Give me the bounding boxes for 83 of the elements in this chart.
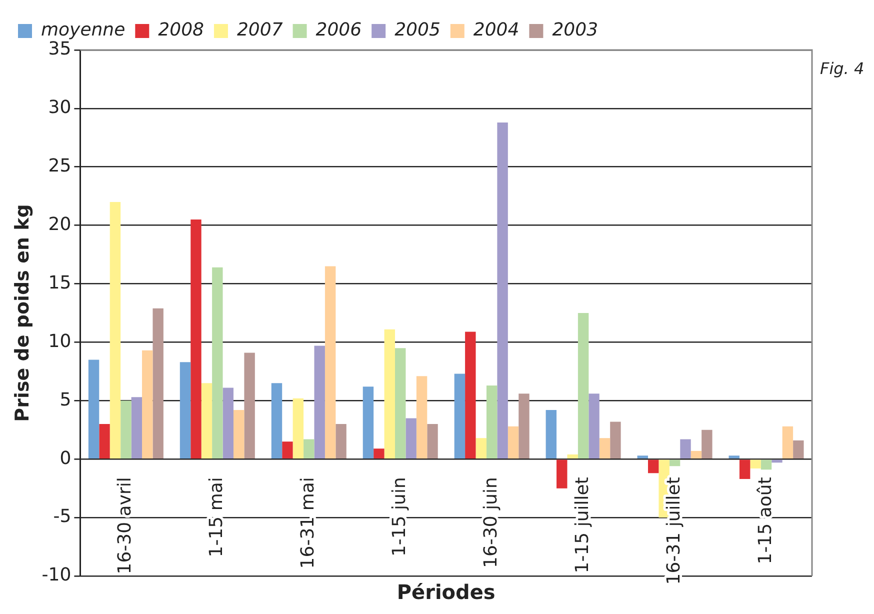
bar bbox=[336, 424, 346, 458]
bar bbox=[637, 456, 648, 458]
legend-label: 2006 bbox=[316, 20, 362, 41]
bar bbox=[760, 460, 772, 470]
bar bbox=[222, 388, 234, 458]
bar bbox=[546, 410, 557, 458]
bar bbox=[782, 426, 794, 458]
bar bbox=[728, 456, 740, 458]
bar bbox=[497, 122, 508, 458]
bar bbox=[588, 394, 600, 458]
bar bbox=[201, 383, 212, 458]
bar bbox=[599, 438, 610, 458]
x-tick-label: 1-15 mai bbox=[206, 477, 228, 558]
bar bbox=[680, 439, 691, 458]
bar bbox=[454, 374, 466, 458]
bar bbox=[476, 438, 486, 458]
y-tick-label: 20 bbox=[48, 214, 72, 236]
bar bbox=[131, 397, 142, 458]
bar bbox=[395, 348, 406, 458]
y-tick-label: 25 bbox=[48, 156, 72, 177]
bar bbox=[212, 267, 223, 458]
bar bbox=[750, 460, 761, 468]
y-tick-label: 15 bbox=[48, 272, 72, 294]
bar bbox=[233, 410, 244, 458]
legend-label: moyenne bbox=[41, 20, 126, 41]
legend-label: 2005 bbox=[394, 20, 440, 41]
x-tick-label: 1-15 juin bbox=[389, 477, 410, 557]
bar bbox=[793, 440, 804, 458]
bar bbox=[99, 424, 110, 458]
legend-label: 2007 bbox=[236, 20, 284, 41]
bar bbox=[772, 460, 782, 463]
bar bbox=[314, 346, 325, 458]
bar bbox=[362, 386, 374, 458]
x-tick-label: 1-15 juillet bbox=[572, 477, 593, 574]
bar bbox=[88, 360, 100, 458]
y-tick-label: 5 bbox=[60, 389, 72, 410]
x-tick-label: 16-30 juin bbox=[480, 477, 502, 568]
bar bbox=[292, 398, 304, 458]
y-axis-title: Prise de poids en kg bbox=[11, 204, 34, 422]
bar bbox=[567, 454, 578, 458]
y-tick-label: -5 bbox=[53, 506, 72, 528]
bar bbox=[465, 332, 476, 458]
bar bbox=[271, 383, 282, 458]
y-tick-label: 30 bbox=[48, 97, 72, 118]
bar bbox=[648, 460, 659, 474]
caption: Fig. 4 bbox=[820, 59, 864, 78]
bar bbox=[416, 376, 428, 458]
bar bbox=[669, 460, 680, 466]
bar bbox=[690, 450, 702, 458]
bar bbox=[518, 394, 530, 458]
legend-label: 2004 bbox=[473, 20, 520, 41]
bar bbox=[282, 442, 293, 458]
legend-label: 2003 bbox=[552, 20, 598, 41]
bar bbox=[142, 350, 153, 458]
bar bbox=[427, 424, 438, 458]
bar bbox=[610, 422, 621, 458]
bar bbox=[120, 400, 132, 458]
bar bbox=[374, 448, 384, 458]
x-tick-label: 16-30 avril bbox=[114, 477, 136, 574]
y-tick-label: 10 bbox=[48, 330, 72, 352]
y-tick-label: -10 bbox=[42, 564, 72, 586]
bar bbox=[556, 460, 568, 488]
y-tick-label: 0 bbox=[60, 448, 72, 469]
bar bbox=[304, 439, 314, 458]
bar bbox=[578, 313, 589, 458]
bar bbox=[244, 352, 255, 458]
bar bbox=[190, 219, 202, 458]
bar bbox=[384, 329, 396, 458]
y-tick-label: 35 bbox=[48, 38, 72, 60]
bar bbox=[508, 426, 519, 458]
bar bbox=[324, 266, 336, 458]
x-axis-title: Périodes bbox=[396, 580, 496, 604]
bar bbox=[110, 202, 121, 458]
x-tick-label: 16-31 juillet bbox=[663, 477, 684, 585]
bar bbox=[739, 460, 750, 479]
x-tick-label: 16-31 mai bbox=[298, 477, 319, 569]
bar bbox=[180, 362, 191, 458]
bar bbox=[486, 385, 498, 458]
bar bbox=[406, 418, 416, 458]
bar bbox=[152, 308, 164, 458]
x-tick-label: 1-15 août bbox=[754, 477, 776, 564]
legend-label: 2008 bbox=[158, 20, 204, 41]
bar bbox=[702, 430, 712, 458]
